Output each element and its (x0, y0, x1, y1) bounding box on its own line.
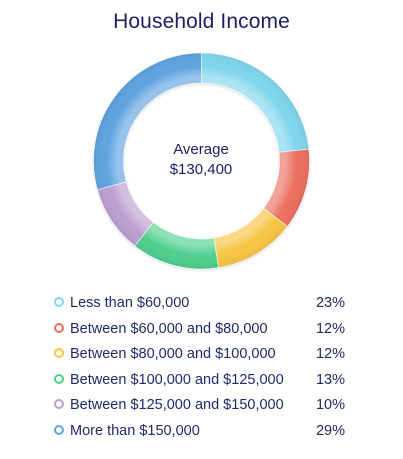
donut-shading (93, 53, 310, 269)
legend-marker-icon (54, 424, 64, 435)
donut-chart (93, 52, 310, 270)
legend-label: Between $125,000 and $150,000 (70, 397, 284, 413)
legend-label: More than $150,000 (70, 422, 200, 439)
legend-value: 10% (315, 397, 345, 413)
legend-item: Between $125,000 and $150,000 10% (0, 394, 403, 416)
legend-marker-icon (54, 322, 64, 333)
legend-item: Between $80,000 and $100,000 12% (0, 343, 403, 365)
legend-value: 12% (315, 320, 345, 337)
center-label: Average (173, 141, 229, 158)
center-value: $130,400 (169, 161, 233, 178)
legend-value: 12% (315, 346, 345, 362)
legend-item: More than $150,000 29% (0, 420, 403, 442)
legend-label: Between $60,000 and $80,000 (70, 320, 268, 337)
legend-value: 29% (315, 422, 345, 439)
chart-title: Household Income (113, 10, 290, 33)
legend-value: 13% (315, 371, 345, 388)
legend-item: Less than $60,000 23% (0, 292, 403, 314)
legend-label: Between $100,000 and $125,000 (70, 371, 284, 388)
legend-value: 23% (315, 295, 345, 311)
legend-marker-icon (54, 297, 64, 307)
legend-label: Less than $60,000 (70, 295, 190, 311)
legend-label: Between $80,000 and $100,000 (70, 346, 276, 362)
donut-center: Average $130,400 (101, 140, 301, 180)
legend-marker-icon (54, 348, 64, 358)
legend-marker-icon (54, 399, 64, 409)
legend-item: Between $100,000 and $125,000 13% (0, 369, 403, 391)
legend-item: Between $60,000 and $80,000 12% (0, 318, 403, 340)
legend-marker-icon (54, 373, 64, 384)
